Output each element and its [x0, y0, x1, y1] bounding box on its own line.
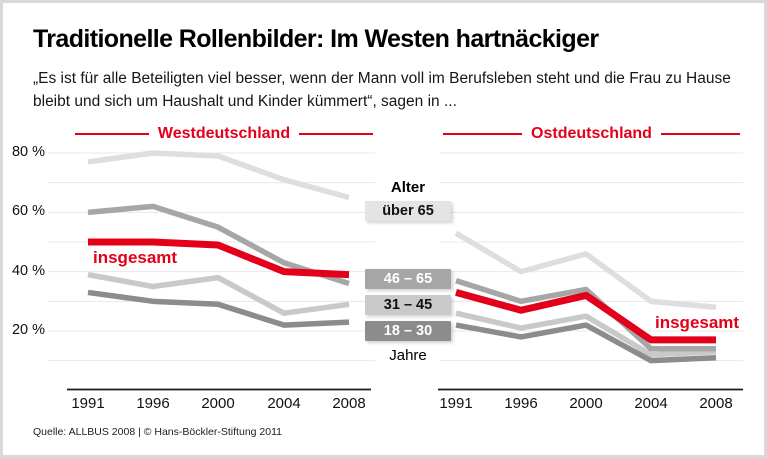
- series-line-insgesamt: [455, 289, 716, 344]
- dual-line-chart-canvas: [48, 150, 743, 391]
- series-line-über-65: [87, 150, 350, 201]
- series-line-31-45: [455, 310, 717, 358]
- series-line-18-30: [87, 289, 350, 328]
- series-line-insgesamt: [88, 238, 350, 279]
- series-line-46-65: [455, 277, 716, 352]
- series-line-31-45: [87, 271, 350, 316]
- series-line-18-30: [455, 322, 717, 364]
- series-line-über-65: [454, 230, 717, 311]
